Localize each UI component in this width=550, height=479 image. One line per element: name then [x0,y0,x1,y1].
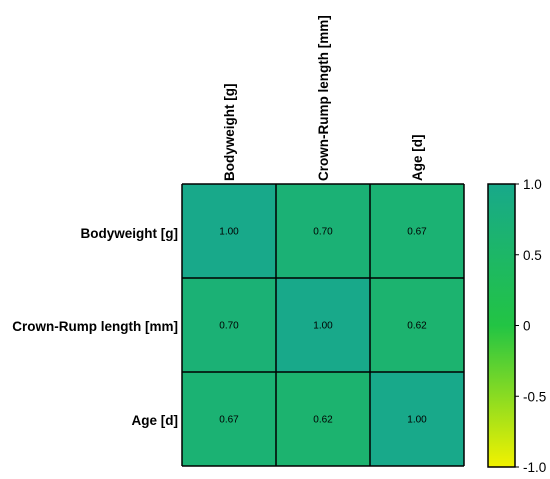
heatmap-value-label: 0.70 [313,227,333,238]
colorbar-tick-label: 0 [523,319,531,334]
colorbar-ticks: 1.0 0.5 0 -0.5 -1.0 [515,177,546,475]
heatmap-value-labels: 1.00 0.70 0.67 0.70 1.00 0.62 0.67 0.62 1.00 [219,227,427,426]
heatmap-value-label: 1.00 [407,415,427,426]
heatmap-value-label: 1.00 [313,321,333,332]
colorbar-tick-label: -1.0 [523,460,546,475]
heatmap-cell-r1-c0 [182,278,276,372]
heatmap-cell-r2-c0 [182,372,276,466]
row-label-crown-rump: Crown-Rump length [mm] [12,319,178,334]
heatmap-cell-r1-c1 [276,278,370,372]
heatmap-cell-r0-c0 [182,184,276,278]
colorbar [487,183,516,468]
heatmap-value-label: 0.62 [313,415,333,426]
row-label-bodyweight: Bodyweight [g] [81,226,179,241]
col-label-crown-rump: Crown-Rump length [mm] [316,15,331,181]
heatmap-value-label: 0.70 [219,321,239,332]
row-label-age: Age [d] [132,413,179,428]
heatmap-cells [182,184,464,466]
col-label-bodyweight: Bodyweight [g] [222,84,237,182]
heatmap-cell-r2-c1 [276,372,370,466]
heatmap-cell-r1-c2 [370,278,464,372]
colorbar-tick-label: -0.5 [523,389,546,404]
colorbar-tick-label: 1.0 [523,177,542,192]
heatmap-cell-r2-c2 [370,372,464,466]
col-label-age: Age [d] [410,135,425,182]
colorbar-tick-label: 0.5 [523,248,542,263]
heatmap-cell-r0-c2 [370,184,464,278]
heatmap-value-label: 1.00 [219,227,239,238]
heatmap-cell-r0-c1 [276,184,370,278]
heatmap-grid [181,183,465,467]
heatmap-value-label: 0.67 [407,227,427,238]
heatmap-value-label: 0.62 [407,321,427,332]
heatmap-value-label: 0.67 [219,415,239,426]
